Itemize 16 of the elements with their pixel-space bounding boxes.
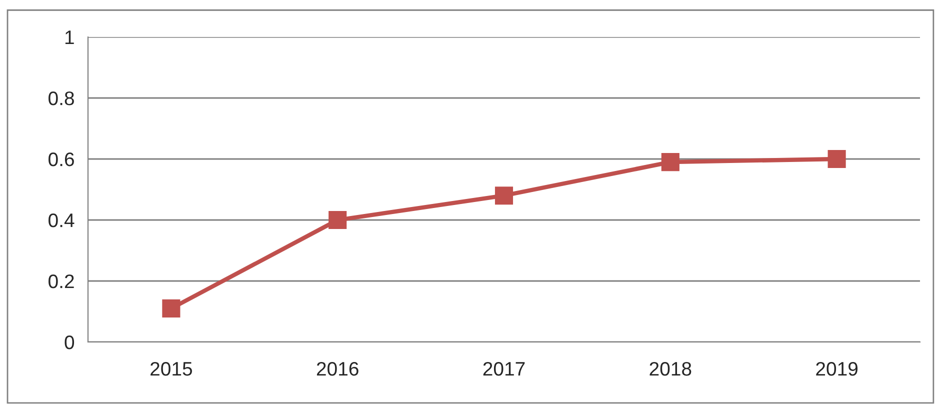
y-tick-label: 1 (65, 30, 74, 44)
point (661, 153, 680, 172)
y-tick-label: 0.8 (48, 91, 74, 106)
x-tick-label: 2017 (483, 362, 525, 376)
y-tick-label: 0.6 (48, 152, 74, 166)
x-tick-label: 2016 (316, 362, 358, 376)
y-tick-label: 0.4 (48, 213, 74, 228)
point (328, 210, 347, 230)
y-tick-label: 0 (64, 335, 74, 350)
y-tick-label: 0.2 (48, 274, 74, 288)
x-tick-label: 2019 (816, 362, 858, 376)
point (828, 150, 846, 168)
point (494, 186, 514, 205)
point (162, 299, 180, 318)
x-tick-label: 2018 (650, 362, 692, 376)
x-tick-label: 2015 (150, 362, 192, 376)
